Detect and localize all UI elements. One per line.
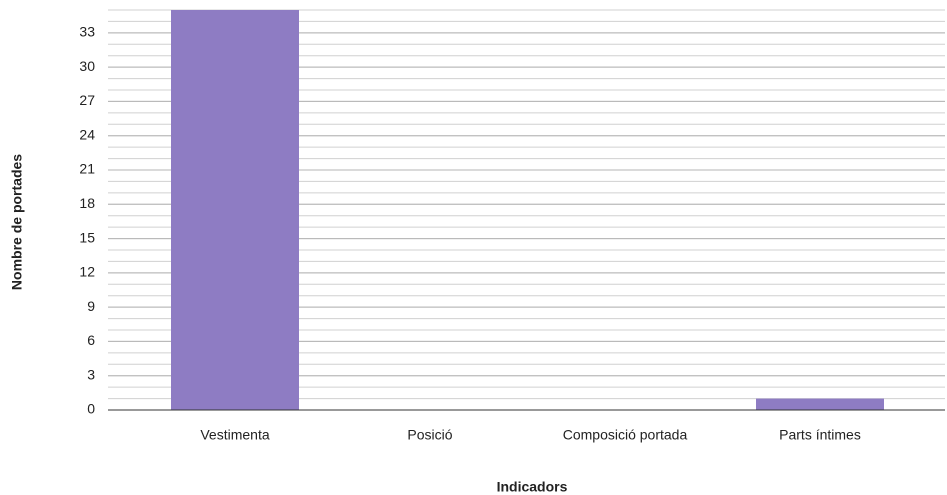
x-tick-label: Vestimenta	[200, 427, 269, 443]
y-tick-label: 30	[79, 58, 95, 74]
y-tick-label: 9	[87, 298, 95, 314]
y-tick-label: 0	[87, 401, 95, 417]
bar	[756, 398, 884, 410]
x-axis-title: Indicadors	[497, 479, 568, 495]
x-tick-label: Composició portada	[563, 427, 688, 443]
y-tick-label: 27	[79, 92, 95, 108]
y-tick-label: 6	[87, 332, 95, 348]
y-tick-label: 18	[79, 195, 95, 211]
y-tick-label: 12	[79, 264, 95, 280]
y-axis-title: Nombre de portades	[9, 154, 25, 290]
x-tick-label: Posició	[407, 427, 452, 443]
y-tick-label: 3	[87, 366, 95, 382]
y-tick-label: 15	[79, 229, 95, 245]
y-tick-label: 21	[79, 161, 95, 177]
y-tick-label: 33	[79, 24, 95, 40]
x-tick-label: Parts íntimes	[779, 427, 861, 443]
bar	[171, 10, 299, 410]
y-tick-label: 24	[79, 126, 95, 142]
